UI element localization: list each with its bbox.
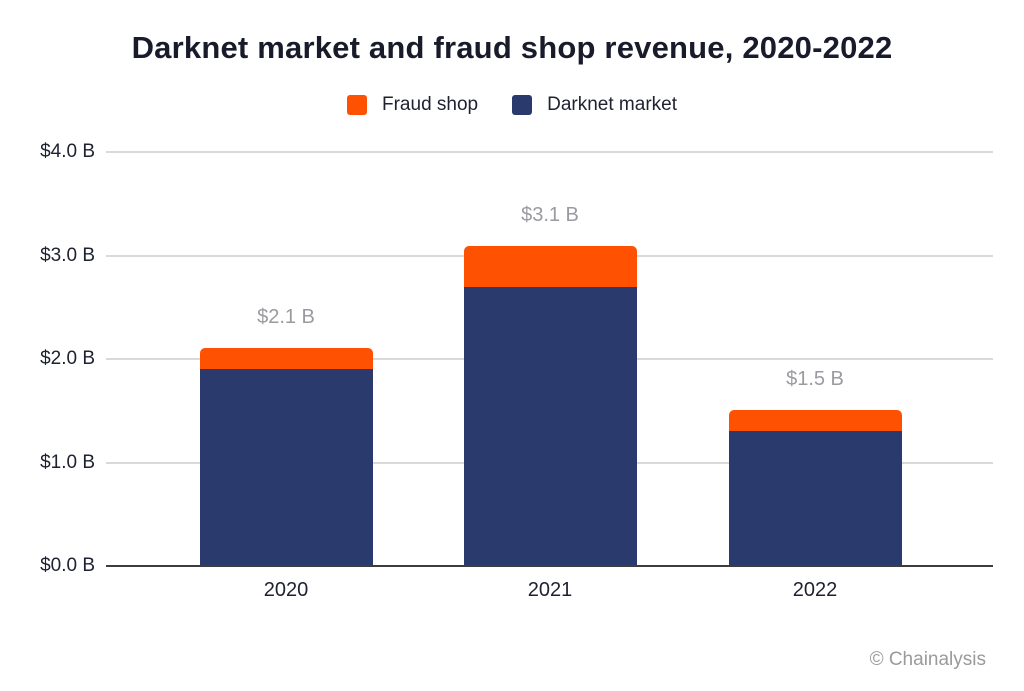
- y-axis-tick-label: $0.0 B: [40, 555, 95, 576]
- bar-total-label-2020: $2.1 B: [257, 306, 315, 328]
- bar-segment-darknet-market-2021: [463, 287, 637, 566]
- y-axis-tick-label: $3.0 B: [40, 244, 95, 266]
- bar-segment-darknet-market-2020: [199, 369, 373, 566]
- y-axis-tick-label: $1.0 B: [40, 451, 95, 473]
- bar-segment-fraud-shop-2020: [199, 348, 373, 369]
- bar-segment-fraud-shop-2021: [463, 246, 637, 287]
- bar-segment-fraud-shop-2022: [728, 410, 902, 431]
- fraud-shop-swatch-icon: [347, 95, 367, 115]
- x-axis-line: [106, 565, 993, 567]
- y-axis-tick-label: $2.0 B: [40, 348, 95, 369]
- x-axis-tick-label-2021: 2021: [527, 579, 573, 601]
- legend-item-fraud-shop: Fraud shop: [347, 94, 478, 116]
- y-axis-tick-label: $4.0 B: [40, 141, 95, 162]
- bar-segment-darknet-market-2022: [728, 431, 902, 566]
- gridline: [106, 151, 993, 153]
- legend: Fraud shop Darknet market: [0, 94, 1024, 116]
- legend-label-darknet-market: Darknet market: [547, 94, 677, 115]
- legend-item-darknet-market: Darknet market: [512, 94, 677, 116]
- x-axis-tick-label-2022: 2022: [792, 579, 838, 601]
- darknet-market-swatch-icon: [512, 95, 533, 115]
- chart-title: Darknet market and fraud shop revenue, 2…: [131, 30, 893, 65]
- bar-total-label-2021: $3.1 B: [521, 204, 579, 226]
- x-axis-tick-label-2020: 2020: [263, 579, 309, 601]
- bar-total-label-2022: $1.5 B: [786, 368, 844, 390]
- chainalysis-watermark: © Chainalysis: [869, 649, 986, 670]
- legend-label-fraud-shop: Fraud shop: [382, 94, 479, 115]
